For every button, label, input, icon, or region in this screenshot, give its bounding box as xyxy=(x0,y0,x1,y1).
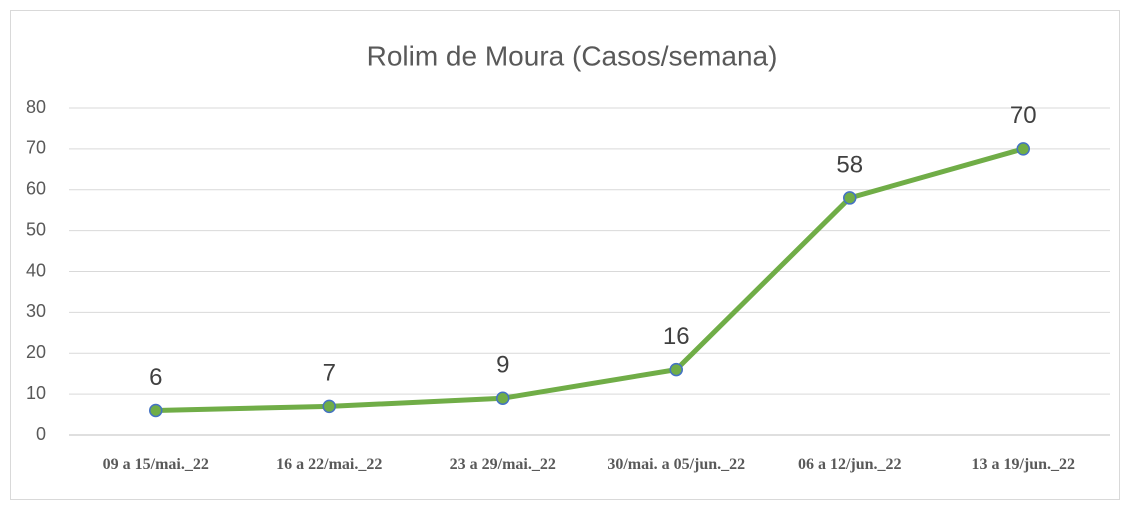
y-tick-label: 80 xyxy=(26,97,46,117)
chart-title: Rolim de Moura (Casos/semana) xyxy=(367,40,778,71)
y-tick-label: 0 xyxy=(36,424,46,444)
x-tick-label: 23 a 29/mai._22 xyxy=(449,456,556,473)
y-tick-label: 20 xyxy=(26,342,46,362)
data-point xyxy=(1016,142,1030,156)
x-tick-label: 30/mai. a 05/jun._22 xyxy=(607,456,746,473)
y-tick-label: 30 xyxy=(26,301,46,321)
x-tick-label: 09 a 15/mai._22 xyxy=(102,456,209,473)
x-tick-label: 06 a 12/jun._22 xyxy=(797,456,902,473)
y-tick-label: 10 xyxy=(26,383,46,403)
chart-frame xyxy=(10,10,1120,500)
data-point xyxy=(149,403,163,418)
data-label: 7 xyxy=(323,360,336,387)
data-label: 70 xyxy=(1010,102,1037,129)
y-tick-label: 60 xyxy=(26,179,46,199)
y-tick-label: 50 xyxy=(26,219,46,239)
x-tick-label: 16 a 22/mai._22 xyxy=(276,456,383,473)
data-line xyxy=(153,146,1026,413)
data-point xyxy=(496,391,510,405)
y-tick-label: 70 xyxy=(26,138,46,158)
data-point xyxy=(669,362,683,377)
data-label: 6 xyxy=(149,364,162,391)
y-tick-label: 40 xyxy=(26,260,46,280)
data-point xyxy=(843,191,857,205)
x-tick-label: 13 a 19/jun._22 xyxy=(971,456,1076,473)
data-label: 58 xyxy=(836,151,863,178)
data-label: 9 xyxy=(496,352,509,379)
data-point xyxy=(322,399,336,414)
data-label: 16 xyxy=(663,323,690,350)
